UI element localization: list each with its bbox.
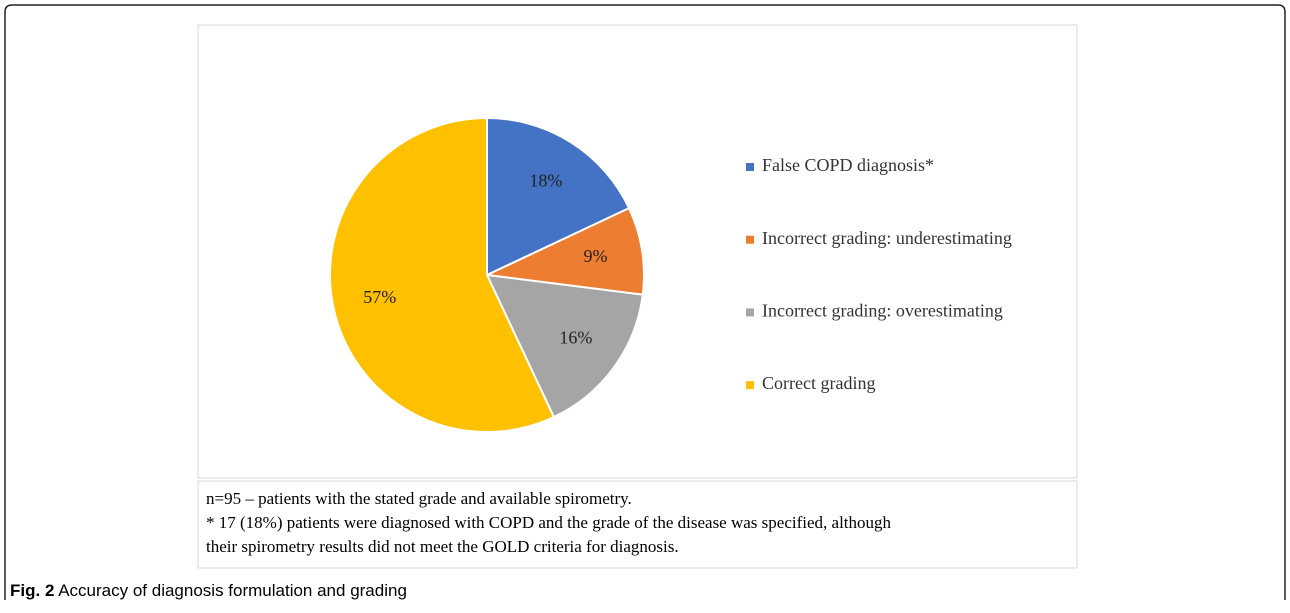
legend-label: Incorrect grading: overestimating — [762, 301, 1003, 321]
pie-slice — [485, 273, 644, 419]
caption: Fig. 2 Accuracy of diagnosis formulation… — [10, 581, 407, 600]
note-line: n=95 – patients with the stated grade an… — [206, 489, 632, 508]
pie-slice — [486, 116, 631, 277]
legend-marker — [746, 163, 754, 171]
caption-label: Fig. 2 — [10, 581, 54, 600]
legend-marker — [746, 381, 754, 390]
data-label: 9% — [584, 246, 608, 266]
data-label: 57% — [363, 287, 396, 307]
legend-label: Correct grading — [762, 373, 875, 393]
pie-slice — [329, 116, 556, 433]
legend-marker — [746, 308, 754, 317]
data-label: 18% — [529, 170, 562, 190]
legend-label: False COPD diagnosis* — [762, 155, 934, 175]
figure-border — [4, 4, 1286, 600]
note-line: their spirometry results did not meet th… — [206, 537, 679, 556]
caption-text: Accuracy of diagnosis formulation and gr… — [58, 581, 407, 600]
pie-slice — [483, 206, 645, 296]
note-line: * 17 (18%) patients were diagnosed with … — [206, 513, 892, 532]
legend-marker — [746, 235, 754, 244]
data-label: 16% — [559, 328, 592, 348]
legend-label: Incorrect grading: underestimating — [762, 228, 1012, 248]
note-frame — [197, 480, 1078, 569]
